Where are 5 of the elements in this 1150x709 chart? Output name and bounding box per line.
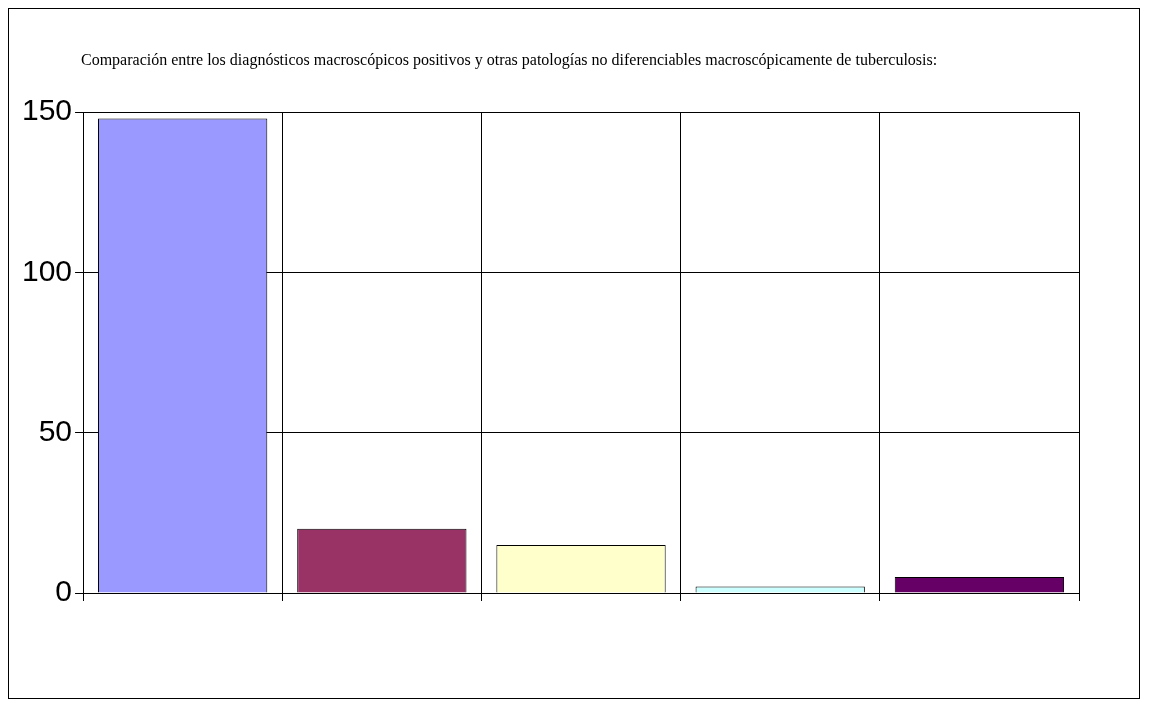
y-tick-label: 150 [21, 93, 73, 127]
y-tick-label: 0 [55, 574, 73, 608]
y-tick-label: 100 [21, 253, 73, 287]
y-tick-label: 50 [38, 413, 73, 447]
chart-title: Comparación entre los diagnósticos macroscópicos positivos y otras patologías no diferenciables macroscópicamente de tuberculosis: [81, 50, 939, 71]
